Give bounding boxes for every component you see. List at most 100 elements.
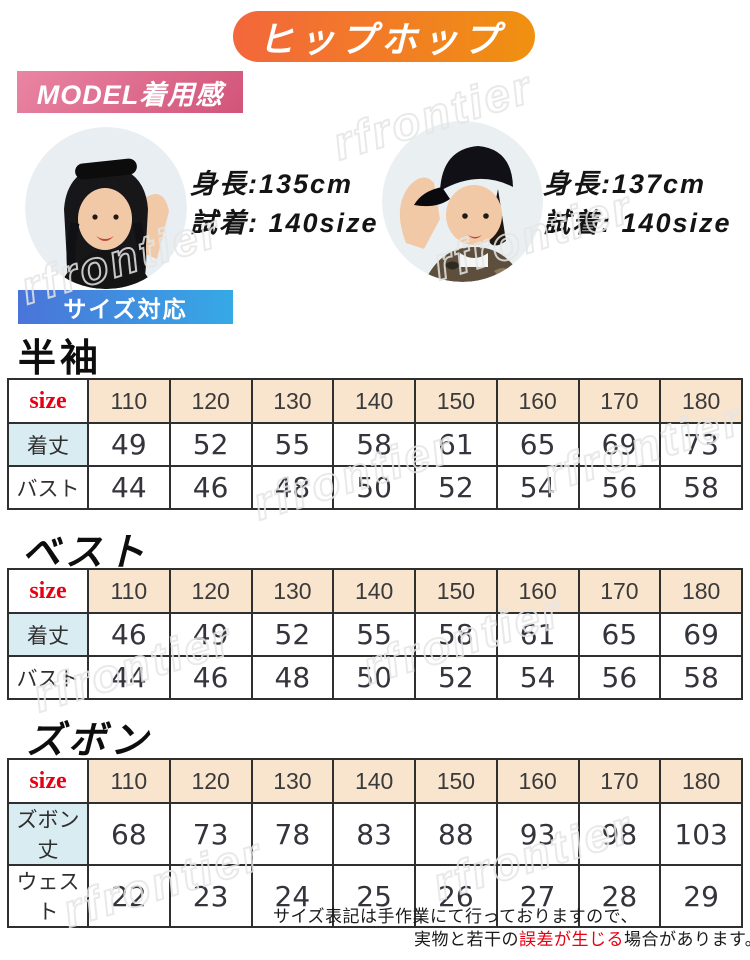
measurement-label-cell: バスト bbox=[7, 465, 89, 510]
size-column-header: 130 bbox=[250, 758, 335, 804]
girl-portrait-illustration bbox=[25, 127, 187, 289]
measurement-value-cell: 49 bbox=[168, 612, 253, 657]
measurement-value-cell: 93 bbox=[495, 802, 580, 866]
size-column-header: 170 bbox=[577, 758, 662, 804]
measurement-value-cell: 73 bbox=[659, 422, 743, 467]
measurement-value-cell: 52 bbox=[414, 655, 498, 700]
size-note-line2-before: 実物と若干の bbox=[414, 930, 519, 949]
size-column-header: 180 bbox=[659, 378, 743, 424]
measurement-row: 着丈 46 49 52 55 58 61 65 69 bbox=[7, 612, 743, 657]
size-header-row: size 110 120 130 140 150 160 170 180 bbox=[7, 568, 743, 614]
model-section-label-text: MODEL着用感 bbox=[36, 79, 224, 110]
measurement-value-cell: 68 bbox=[87, 802, 171, 866]
size-note-line2-accent: 誤差が生じる bbox=[519, 930, 624, 949]
measurement-value-cell: 61 bbox=[414, 422, 498, 467]
measurement-value-cell: 61 bbox=[495, 612, 580, 657]
measurement-value-cell: 29 bbox=[659, 864, 743, 928]
category-banner-title: ヒップホップ bbox=[257, 18, 504, 60]
measurement-row: バスト 44 46 48 50 52 54 56 58 bbox=[7, 465, 743, 510]
size-column-header: 160 bbox=[495, 568, 580, 614]
measurement-row: バスト 44 46 48 50 52 54 56 58 bbox=[7, 655, 743, 700]
size-note-line1: サイズ表記は手作業にて行っておりますので、 bbox=[273, 907, 638, 926]
size-column-header: 110 bbox=[87, 568, 171, 614]
measurement-value-cell: 88 bbox=[414, 802, 498, 866]
measurement-value-cell: 50 bbox=[332, 655, 416, 700]
size-header-row: size 110 120 130 140 150 160 170 180 bbox=[7, 758, 743, 804]
measurement-row: 着丈 49 52 55 58 61 65 69 73 bbox=[7, 422, 743, 467]
measurement-value-cell: 73 bbox=[168, 802, 253, 866]
size-column-header: 120 bbox=[168, 758, 253, 804]
measurement-value-cell: 56 bbox=[577, 465, 662, 510]
model-photo-boy bbox=[382, 121, 543, 282]
measurement-label-cell: バスト bbox=[7, 655, 89, 700]
size-section-label-text: サイズ対応 bbox=[63, 296, 188, 322]
size-column-header: 110 bbox=[87, 378, 171, 424]
size-column-header: 150 bbox=[414, 568, 498, 614]
measurement-value-cell: 58 bbox=[414, 612, 498, 657]
size-column-header: 140 bbox=[332, 568, 416, 614]
size-table-short-sleeve: size 110 120 130 140 150 160 170 180 着丈 49 52 55 58 61… bbox=[7, 378, 743, 510]
model-info-girl: 身長:135cm 試着: 140size bbox=[190, 165, 379, 243]
category-banner: ヒップホップ bbox=[233, 11, 535, 62]
model-fitting-text: 試着: 140size bbox=[190, 208, 379, 238]
size-column-header: 150 bbox=[414, 378, 498, 424]
measurement-value-cell: 44 bbox=[87, 655, 171, 700]
model-section-label: MODEL着用感 bbox=[17, 71, 243, 113]
size-note-line2-after: 場合があります。 bbox=[624, 930, 750, 949]
size-column-header: 120 bbox=[168, 568, 253, 614]
measurement-value-cell: 65 bbox=[495, 422, 580, 467]
size-column-header: 130 bbox=[250, 568, 335, 614]
size-column-header: 130 bbox=[250, 378, 335, 424]
size-column-header: 170 bbox=[577, 378, 662, 424]
measurement-value-cell: 78 bbox=[250, 802, 335, 866]
measurement-value-cell: 69 bbox=[577, 422, 662, 467]
measurement-value-cell: 28 bbox=[577, 864, 662, 928]
measurement-value-cell: 56 bbox=[577, 655, 662, 700]
model-photo-girl bbox=[25, 127, 187, 289]
measurement-row: ウェスト 22 23 24 25 26 27 28 29 bbox=[7, 864, 743, 928]
measurement-value-cell: 48 bbox=[250, 655, 335, 700]
measurement-value-cell: 24 bbox=[250, 864, 335, 928]
measurement-value-cell: 52 bbox=[168, 422, 253, 467]
size-table-vest: size 110 120 130 140 150 160 170 180 着丈 46 49 52 55 58… bbox=[7, 568, 743, 700]
measurement-value-cell: 103 bbox=[659, 802, 743, 866]
measurement-value-cell: 54 bbox=[495, 465, 580, 510]
model-info-boy: 身長:137cm 試着: 140size bbox=[543, 165, 732, 243]
size-column-header: 160 bbox=[495, 378, 580, 424]
table-title-short-sleeve: 半袖 bbox=[18, 338, 103, 380]
model-height-text: 身長:135cm bbox=[190, 169, 354, 199]
size-label-cell: size bbox=[7, 378, 89, 424]
measurement-value-cell: 83 bbox=[332, 802, 416, 866]
measurement-value-cell: 65 bbox=[577, 612, 662, 657]
measurement-label-cell: 着丈 bbox=[7, 612, 89, 657]
boy-portrait-illustration bbox=[382, 121, 543, 282]
size-column-header: 160 bbox=[495, 758, 580, 804]
measurement-value-cell: 26 bbox=[414, 864, 498, 928]
measurement-value-cell: 58 bbox=[659, 655, 743, 700]
measurement-value-cell: 46 bbox=[87, 612, 171, 657]
model-height-text: 身長:137cm bbox=[543, 169, 707, 199]
size-note-line2: 実物と若干の誤差が生じる場合があります。 bbox=[414, 925, 750, 950]
measurement-value-cell: 46 bbox=[168, 465, 253, 510]
size-column-header: 150 bbox=[414, 758, 498, 804]
size-column-header: 110 bbox=[87, 758, 171, 804]
measurement-value-cell: 55 bbox=[250, 422, 335, 467]
measurement-value-cell: 44 bbox=[87, 465, 171, 510]
measurement-value-cell: 27 bbox=[495, 864, 580, 928]
measurement-value-cell: 52 bbox=[414, 465, 498, 510]
size-table-pants: size 110 120 130 140 150 160 170 180 ズボン丈 68 73 78 83… bbox=[7, 758, 743, 928]
measurement-row: ズボン丈 68 73 78 83 88 93 98 103 bbox=[7, 802, 743, 866]
size-column-header: 180 bbox=[659, 568, 743, 614]
model-fitting-text: 試着: 140size bbox=[543, 208, 732, 238]
measurement-value-cell: 58 bbox=[659, 465, 743, 510]
measurement-value-cell: 54 bbox=[495, 655, 580, 700]
measurement-value-cell: 52 bbox=[250, 612, 335, 657]
size-column-header: 140 bbox=[332, 758, 416, 804]
measurement-value-cell: 49 bbox=[87, 422, 171, 467]
measurement-label-cell: ズボン丈 bbox=[7, 802, 89, 866]
measurement-value-cell: 25 bbox=[332, 864, 416, 928]
measurement-value-cell: 58 bbox=[332, 422, 416, 467]
table-title-pants: ズボン bbox=[26, 720, 153, 762]
size-label-cell: size bbox=[7, 758, 89, 804]
size-header-row: size 110 120 130 140 150 160 170 180 bbox=[7, 378, 743, 424]
